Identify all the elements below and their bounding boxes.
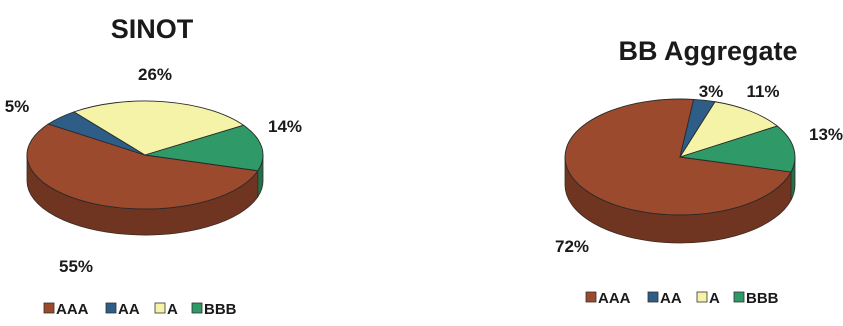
pie-slice-a bbox=[72, 100, 245, 156]
legend-swatch-aa bbox=[647, 291, 659, 303]
legend-label-a: A bbox=[709, 290, 720, 307]
legend: AAA AA A BBB bbox=[585, 290, 779, 307]
legend-swatch-aaa bbox=[43, 302, 55, 314]
pie-slice-a bbox=[678, 101, 779, 158]
data-label-aa: 3% bbox=[699, 82, 724, 101]
data-label-bbb: 13% bbox=[809, 125, 843, 144]
chart-bb-aggregate: BB Aggregate 72% 3% 11% 13% AAA AA A BBB bbox=[555, 36, 843, 307]
legend-label-aaa: AAA bbox=[56, 301, 89, 318]
data-label-bbb: 14% bbox=[268, 117, 302, 136]
pie-slice-aaa bbox=[26, 123, 259, 210]
legend: AAA AA A BBB bbox=[43, 301, 237, 318]
legend-swatch-aa bbox=[105, 302, 117, 314]
data-label-aa: 5% bbox=[5, 97, 30, 116]
data-label-a: 26% bbox=[138, 65, 172, 84]
chart-title: SINOT bbox=[111, 14, 194, 44]
legend-swatch-a bbox=[696, 291, 708, 303]
pie-slice-bbb bbox=[144, 124, 264, 172]
legend-label-bbb: BBB bbox=[204, 301, 237, 318]
chart-title: BB Aggregate bbox=[618, 36, 797, 66]
legend-swatch-bbb bbox=[733, 291, 745, 303]
chart-sinot: SINOT 55% 5% 26% 14% AAA AA A BBB bbox=[5, 14, 302, 318]
legend-swatch-bbb bbox=[191, 302, 203, 314]
legend-swatch-a bbox=[154, 302, 166, 314]
legend-swatch-aaa bbox=[585, 291, 597, 303]
pie-sinot bbox=[26, 100, 264, 236]
legend-label-aa: AA bbox=[118, 301, 140, 318]
legend-label-bbb: BBB bbox=[746, 290, 779, 307]
data-label-aaa: 72% bbox=[555, 237, 589, 256]
pie-slice-aaa bbox=[564, 98, 792, 216]
pie-slice-bbb bbox=[679, 125, 796, 173]
legend-label-a: A bbox=[167, 301, 178, 318]
pie-bb-aggregate bbox=[564, 98, 796, 244]
data-label-a: 11% bbox=[746, 82, 779, 101]
legend-label-aa: AA bbox=[660, 290, 682, 307]
data-label-aaa: 55% bbox=[59, 257, 93, 276]
legend-label-aaa: AAA bbox=[598, 290, 631, 307]
